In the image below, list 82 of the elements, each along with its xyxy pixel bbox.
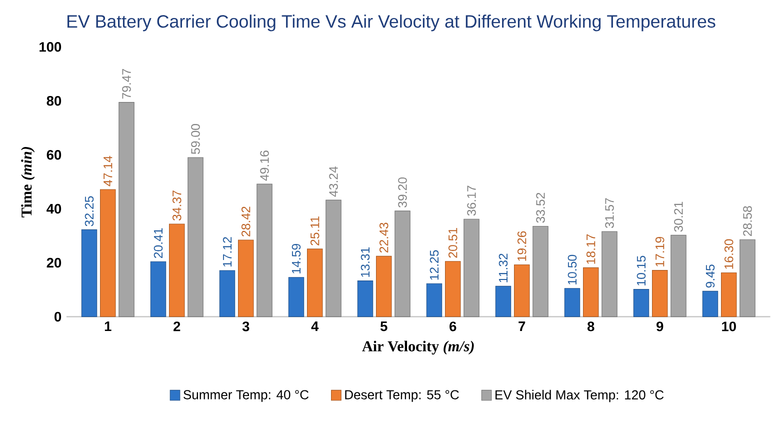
bar [702,290,718,317]
bar [219,270,236,317]
bar [256,184,272,317]
bar [169,224,185,317]
bar [514,264,530,317]
x-tick-label: 9 [656,322,664,332]
chart-title: EV Battery Carrier Cooling Time Vs Air Velocity at Different Working Temperatures [67,14,716,32]
data-label: 32.25 [84,196,94,226]
data-label: 36.17 [467,186,476,216]
bar [376,256,392,317]
bar [652,270,668,317]
x-tick-label: 6 [450,322,456,332]
data-label: 14.59 [292,244,301,274]
legend-label: Desert Temp: 55 °C [345,390,459,402]
x-tick-label: 8 [587,322,594,332]
data-label: 25.11 [310,216,320,246]
data-label: 39.20 [398,177,407,208]
y-tick-label: 100 [40,42,62,52]
x-tick-label: 7 [518,322,526,332]
data-label: 59.00 [191,124,200,154]
bar [602,231,618,317]
data-label: 10.15 [636,256,646,286]
bar [670,234,686,317]
legend-label: Summer Temp: 40 °C [184,390,309,402]
bar [150,261,166,317]
data-label: 30.21 [674,202,683,232]
data-label: 49.16 [260,150,269,181]
data-label: 79.47 [122,68,131,99]
bar [532,226,548,317]
x-tick-label: 4 [311,322,319,332]
bar [445,261,461,317]
bar [583,267,599,317]
bar [564,288,580,317]
data-label: 9.45 [706,264,715,288]
bar [100,189,116,317]
data-label: 31.57 [605,198,614,228]
data-label: 33.52 [536,192,545,223]
bar [307,248,323,317]
data-label: 10.50 [568,254,577,284]
data-label: 17.19 [655,236,664,266]
x-tick-label: 1 [104,322,112,332]
data-label: 19.26 [517,231,526,261]
bar [326,200,342,317]
data-label: 13.31 [360,247,370,277]
bar [394,210,410,317]
data-label: 22.43 [379,222,388,253]
data-label: 16.30 [724,239,734,269]
bar [238,240,254,317]
data-label: 20.51 [448,228,458,258]
bar [721,272,737,317]
data-label: 18.17 [586,234,596,264]
bar [464,218,480,317]
bar [118,102,134,317]
data-label: 43.24 [329,166,338,197]
y-tick-label: 80 [46,96,62,106]
bar [288,277,304,317]
data-label: 12.25 [430,250,439,280]
bar [740,239,756,317]
bar [633,289,650,317]
x-tick-label: 3 [242,322,250,332]
data-label: 20.41 [154,228,163,258]
y-tick-label: 40 [46,204,62,214]
data-label: 28.58 [743,206,752,236]
legend-label: EV Shield Max Temp: 120 °C [496,390,664,402]
bar [188,157,204,317]
data-label: 11.32 [498,254,508,282]
x-tick-label: 10 [722,322,736,332]
data-label: 34.37 [172,190,182,220]
data-label: 47.14 [104,156,112,186]
bar [426,283,442,317]
x-tick-label: 2 [174,322,180,332]
bar [495,286,512,317]
data-label: 28.42 [241,206,250,236]
y-tick-label: 0 [54,312,62,322]
x-axis-title: Air Velocity (m/s) [362,340,474,354]
data-label: 17.12 [222,237,232,267]
y-tick-label: 60 [46,150,62,160]
y-axis-title: Time (min) [21,147,35,218]
y-tick-label: 20 [46,258,62,268]
x-tick-label: 5 [380,322,388,332]
bar [81,229,98,317]
bar [357,280,374,317]
